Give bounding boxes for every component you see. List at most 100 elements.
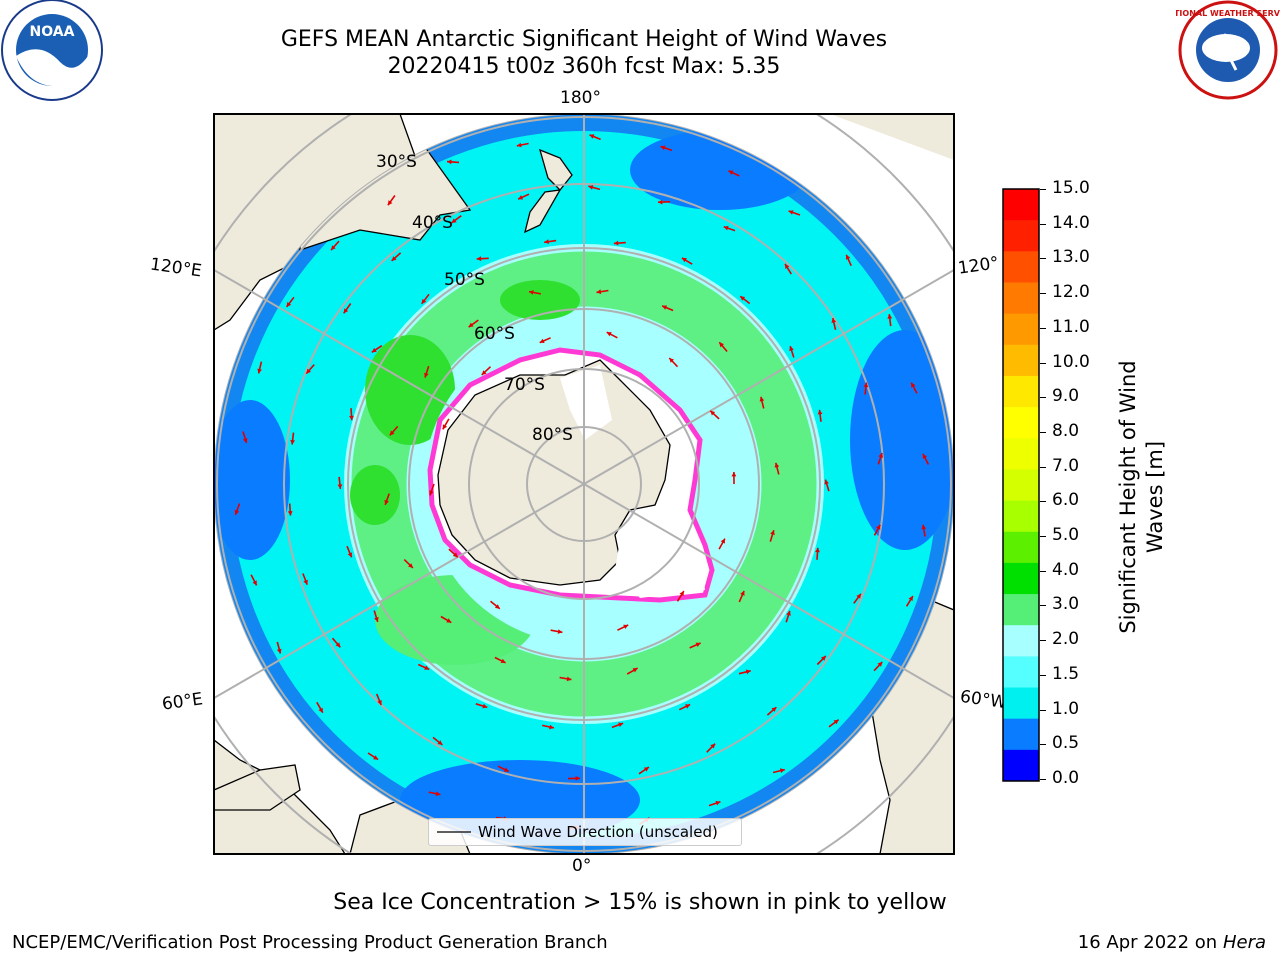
wind-wave-arrowhead	[788, 210, 794, 215]
legend-line-icon	[437, 831, 471, 833]
wind-wave-arrowhead	[728, 170, 734, 175]
wind-wave-arrowhead	[494, 604, 500, 609]
colorbar-tick-mark	[1040, 709, 1046, 711]
wind-wave-arrowhead	[287, 511, 293, 516]
wind-wave-arrowhead	[774, 462, 780, 468]
wind-wave-arrowhead	[685, 704, 691, 709]
wind-wave-arrowhead	[824, 479, 829, 485]
wind-wave-arrowhead	[424, 665, 430, 670]
colorbar-tick-label: 11.0	[1052, 316, 1090, 337]
wind-wave-arrowhead	[679, 591, 684, 596]
wind-wave-arrowhead	[596, 289, 602, 295]
colorbar-segment	[1003, 438, 1039, 470]
wind-wave-arrowhead	[588, 185, 594, 190]
wind-wave-arrowhead	[786, 610, 791, 616]
wind-wave-arrowhead	[421, 298, 427, 304]
chart-subtitle: 20220415 t00z 360h fcst Max: 5.35	[387, 54, 781, 79]
colorbar-title-line1: Significant Height of Wind	[1116, 360, 1140, 634]
wind-wave-arrowhead	[516, 142, 522, 148]
lon-label-180: 180°	[560, 88, 601, 108]
colorbar-segment	[1003, 220, 1039, 252]
colorbar-tick-label: 5.0	[1052, 525, 1080, 546]
colorbar-segment	[1003, 656, 1039, 689]
colorbar-tick-mark	[1040, 293, 1046, 295]
wind-wave-arrowhead	[318, 707, 323, 713]
colorbar-tick-mark	[1040, 431, 1046, 433]
wind-wave-arrowhead	[549, 724, 554, 730]
wind-wave-arrowhead	[833, 719, 839, 725]
wind-wave-arrowhead	[575, 776, 580, 781]
wind-wave-arrowhead	[451, 218, 457, 223]
lat-label-70s: 70°S	[504, 375, 545, 395]
wind-wave-arrowhead	[863, 382, 869, 388]
colorbar-tick-mark	[1040, 779, 1046, 780]
wind-wave-arrowhead	[257, 368, 262, 374]
wind-wave-arrowhead	[723, 225, 729, 231]
colorbar-tick-label: 12.0	[1052, 282, 1090, 303]
wind-wave-arrowhead	[815, 547, 820, 553]
wind-wave-arrowhead	[613, 240, 619, 246]
wind-wave-arrowhead	[658, 199, 663, 205]
wind-wave-arrowhead	[681, 257, 687, 263]
wind-wave-arrowhead	[719, 342, 724, 348]
wind-wave-arrowhead	[335, 642, 341, 648]
lat-label-30s: 30°S	[376, 152, 417, 172]
wind-wave-arrowhead	[303, 579, 308, 585]
lat-label-40s: 40°S	[412, 213, 453, 233]
colorbar-tick-label: 1.0	[1052, 698, 1080, 719]
land-top-right	[830, 114, 954, 160]
wind-wave-arrowhead	[606, 332, 612, 337]
wind-wave-arrowhead	[589, 134, 595, 139]
wind-wave-arrowhead	[789, 346, 794, 351]
colorbar-title: Significant Height of Wind Waves [m]	[1115, 327, 1169, 667]
wind-wave-arrowhead	[921, 524, 927, 530]
colorbar-segment	[1003, 407, 1039, 439]
wind-wave-arrowhead	[343, 308, 349, 314]
colorbar-tick-mark	[1040, 258, 1046, 260]
colorbar-tick-label: 15.0	[1052, 178, 1090, 198]
lat-label-50s: 50°S	[444, 270, 485, 290]
wind-wave-arrowhead	[557, 629, 563, 634]
footer-date: 16 Apr 2022 on Hera	[1078, 932, 1266, 953]
wind-wave-arrowhead	[435, 791, 441, 796]
wind-wave-arrowhead	[710, 410, 716, 416]
wind-wave-arrowhead	[745, 669, 751, 675]
colorbar-tick-mark	[1040, 536, 1046, 538]
wind-wave-arrowhead	[845, 254, 851, 260]
wind-wave-arrowhead	[234, 509, 240, 515]
wind-wave-arrowhead	[529, 290, 534, 295]
colorbar-tick-mark	[1040, 570, 1046, 572]
wind-wave-arrowhead	[922, 453, 927, 459]
map-legend: Wind Wave Direction (unscaled)	[428, 818, 742, 846]
wind-wave-arrowhead	[391, 256, 397, 261]
wind-wave-arrowhead	[408, 563, 413, 568]
noaa-logo-text: NOAA	[30, 24, 75, 40]
footer-host: Hera	[1222, 932, 1266, 953]
wind-wave-arrowhead	[452, 552, 458, 558]
wind-wave-arrowhead	[481, 370, 487, 375]
land-madagascar	[214, 764, 301, 811]
colorbar-title-wrap: Significant Height of Wind Waves [m]	[972, 360, 1280, 633]
colorbar-tick-label: 9.0	[1052, 386, 1080, 407]
wind-wave-arrowhead	[371, 347, 377, 353]
wind-wave-arrowhead	[387, 200, 393, 206]
land-new-zealand	[539, 148, 573, 191]
wind-wave-arrowhead	[821, 656, 826, 661]
wind-wave-arrowhead	[500, 658, 506, 663]
wind-wave-arrowhead	[374, 617, 379, 622]
colorbar-tick-label: 10.0	[1052, 351, 1090, 372]
colorbar-segment	[1003, 251, 1039, 283]
lon-label-0: 0°	[572, 856, 592, 876]
colorbar-segment	[1003, 469, 1039, 502]
colorbar-segment	[1003, 687, 1039, 720]
wind-wave-arrowhead	[731, 472, 737, 477]
wind-wave-arrowhead	[468, 322, 474, 328]
colorbar-tick-mark	[1040, 605, 1046, 607]
colorbar-segment	[1003, 344, 1039, 377]
wind-wave-arrowhead	[660, 145, 666, 151]
colorbar-tick-mark	[1040, 397, 1046, 399]
wind-wave-arrowhead	[831, 318, 837, 323]
colorbar-tick-label: 3.0	[1052, 594, 1080, 615]
wind-wave-arrowhead	[740, 296, 746, 301]
